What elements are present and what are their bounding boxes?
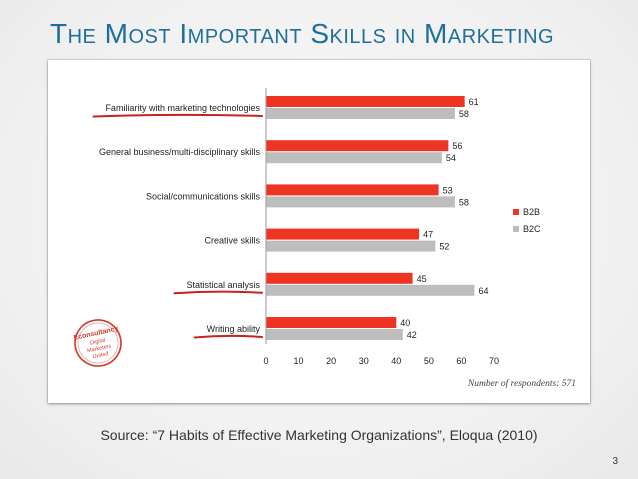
highlight-underline <box>193 334 263 339</box>
value-label: 42 <box>407 330 417 340</box>
x-tick-label: 10 <box>294 356 304 366</box>
x-tick-label: 20 <box>326 356 336 366</box>
x-tick-label: 60 <box>456 356 466 366</box>
source-citation: Source: “7 Habits of Effective Marketing… <box>100 427 538 443</box>
category-label: General business/multi-disciplinary skil… <box>99 147 261 157</box>
respondents-note: Number of respondents: 571 <box>467 378 576 389</box>
bar-b2c <box>266 329 403 340</box>
legend-label-b2b: B2B <box>523 207 540 217</box>
bar-b2b <box>266 96 465 107</box>
svg-text:Marketers: Marketers <box>87 343 112 354</box>
svg-text:United: United <box>92 351 109 360</box>
value-label: 56 <box>452 141 462 151</box>
category-label: Creative skills <box>204 236 260 246</box>
value-label: 40 <box>400 318 410 328</box>
legend-swatch-b2b <box>513 209 519 215</box>
bar-b2c <box>266 196 455 208</box>
bar-b2b <box>266 272 413 284</box>
value-label: 61 <box>469 97 479 107</box>
legend-swatch-b2c <box>513 226 519 232</box>
bar-b2c <box>266 108 455 119</box>
bar-chart: Econsultancy Digital Marketers United Fa… <box>73 88 576 389</box>
highlight-underline <box>92 113 263 118</box>
value-label: 58 <box>459 109 469 119</box>
page-number: 3 <box>612 456 618 467</box>
value-label: 52 <box>439 242 449 252</box>
category-label: Familiarity with marketing technologies <box>105 103 260 113</box>
highlight-underline <box>173 290 263 295</box>
x-tick-label: 50 <box>424 356 434 366</box>
x-tick-label: 0 <box>263 356 268 366</box>
x-tick-label: 30 <box>359 356 369 366</box>
highlight-underlines <box>92 113 263 339</box>
bar-b2c <box>266 240 436 252</box>
bar-b2c <box>266 152 442 164</box>
svg-text:Digital: Digital <box>90 337 106 346</box>
chart-panel: Econsultancy Digital Marketers United Fa… <box>48 60 590 403</box>
category-label: Social/communications skills <box>146 191 261 201</box>
value-label: 54 <box>446 153 456 163</box>
bar-b2b <box>266 317 397 328</box>
legend: B2B B2C <box>513 207 541 234</box>
value-label: 53 <box>443 185 453 195</box>
value-label: 64 <box>478 286 488 296</box>
econsultancy-stamp: Econsultancy Digital Marketers United <box>73 319 122 367</box>
bar-b2c <box>266 284 475 296</box>
x-tick-label: 40 <box>391 356 401 366</box>
category-labels: Familiarity with marketing technologies G… <box>99 103 261 334</box>
x-axis-ticks: 0 10 20 30 40 50 60 70 <box>263 356 499 366</box>
value-label: 58 <box>459 197 469 207</box>
category-label: Statistical analysis <box>186 280 260 290</box>
value-label: 47 <box>423 230 433 240</box>
bar-b2b <box>266 228 420 240</box>
bars <box>266 96 475 340</box>
value-label: 45 <box>417 274 427 284</box>
slide-title: The Most Important Skills in Marketing <box>50 18 555 49</box>
x-tick-label: 70 <box>489 356 499 366</box>
bar-b2b <box>266 140 449 152</box>
bar-b2b <box>266 184 439 196</box>
category-label: Writing ability <box>207 324 261 334</box>
legend-label-b2c: B2C <box>523 224 541 234</box>
